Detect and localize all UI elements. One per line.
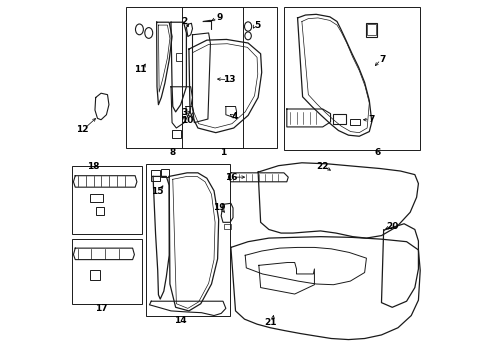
Bar — [161, 168, 169, 177]
Text: 14: 14 — [173, 316, 186, 325]
Text: 7: 7 — [368, 115, 374, 124]
Bar — [349, 119, 360, 126]
Text: 4: 4 — [231, 112, 238, 121]
Bar — [150, 170, 159, 181]
Text: 22: 22 — [315, 162, 328, 171]
Bar — [89, 194, 103, 202]
Bar — [182, 7, 276, 148]
Bar — [366, 24, 375, 35]
Bar — [89, 270, 100, 280]
Text: 17: 17 — [95, 304, 107, 313]
Bar — [333, 114, 346, 124]
Bar — [96, 207, 103, 215]
Bar — [72, 239, 142, 304]
Text: 19: 19 — [213, 203, 225, 212]
Text: 10: 10 — [181, 116, 193, 125]
Bar — [284, 7, 419, 149]
Text: 6: 6 — [373, 148, 380, 157]
Bar — [126, 7, 242, 148]
Bar — [365, 23, 376, 37]
Text: 9: 9 — [216, 13, 222, 22]
Bar — [72, 166, 142, 234]
Text: 18: 18 — [87, 162, 99, 171]
Bar — [223, 224, 230, 229]
Text: 20: 20 — [386, 222, 398, 231]
Text: 7: 7 — [379, 55, 385, 64]
Text: 2: 2 — [181, 17, 187, 26]
Text: 5: 5 — [253, 21, 260, 30]
Bar — [172, 130, 181, 138]
Text: 3: 3 — [181, 108, 187, 117]
Text: 15: 15 — [151, 187, 163, 196]
Text: 1: 1 — [220, 148, 225, 157]
Text: 13: 13 — [223, 75, 235, 84]
Text: 12: 12 — [76, 125, 88, 134]
Text: 11: 11 — [134, 65, 146, 74]
Text: 8: 8 — [169, 148, 176, 157]
Bar — [145, 164, 230, 316]
Text: 21: 21 — [264, 318, 276, 327]
Text: 16: 16 — [224, 173, 237, 182]
Bar — [175, 53, 182, 60]
